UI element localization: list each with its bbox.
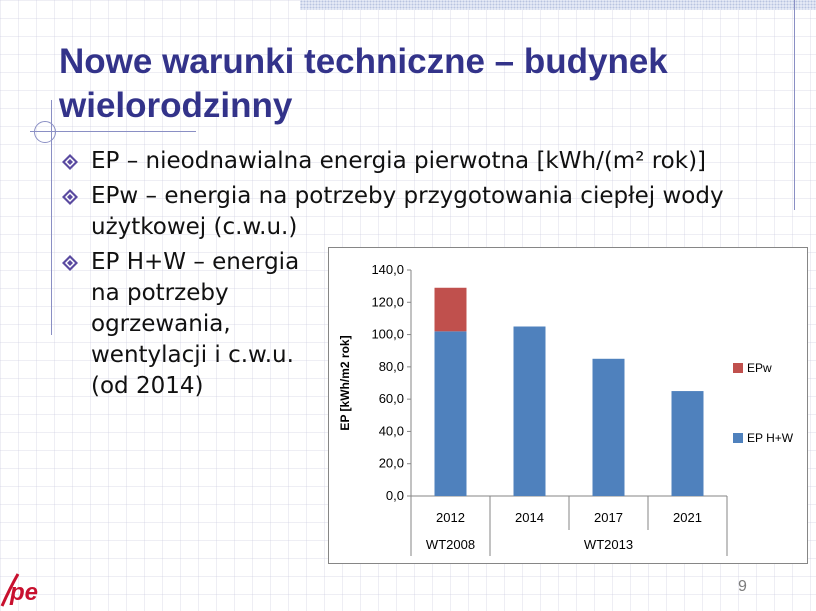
x-group-label: WT2008 (426, 537, 475, 552)
bullet-text: EPw – energia na potrzeby przygotowania … (91, 183, 724, 240)
bullet-epw: EPw – energia na potrzeby przygotowania … (60, 181, 790, 243)
legend-label: EPw (747, 361, 772, 375)
diamond-bullet-icon (62, 255, 78, 271)
decorative-vertical-line-right (794, 0, 795, 210)
diamond-bullet-icon (62, 189, 78, 205)
y-tick-label: 140,0 (371, 262, 404, 277)
decorative-dotted-band (300, 0, 816, 10)
bar-ep-h-w-2017 (592, 358, 625, 496)
bullet-list: EP – nieodnawialna energia pierwotna [kW… (60, 146, 790, 406)
logo-text: pe (9, 579, 38, 606)
slide-title: Nowe warunki techniczne – budynek wielor… (59, 42, 668, 125)
x-category-label: 2021 (673, 510, 702, 525)
bullet-ep: EP – nieodnawialna energia pierwotna [kW… (60, 146, 790, 177)
y-tick-label: 40,0 (379, 423, 404, 438)
bullet-text: EP H+W – energia na potrzeby ogrzewania,… (91, 249, 300, 399)
decorative-crosshair-circle (34, 121, 56, 143)
y-tick-label: 80,0 (379, 359, 404, 374)
y-tick-label: 60,0 (379, 391, 404, 406)
page-number: 9 (738, 578, 747, 595)
y-tick-label: 0,0 (386, 488, 404, 503)
company-logo: pe (0, 573, 38, 607)
y-tick-label: 120,0 (371, 294, 404, 309)
x-category-label: 2012 (436, 510, 465, 525)
bar-ep-h-w-2021 (671, 391, 704, 496)
bar-ep-h-w-2012 (434, 331, 467, 496)
bar-chart: 0,0 20,0 40,0 60,0 80,0 100,0 120,0 140,0 EP [kW… (338, 262, 794, 556)
legend-swatch-ep-h-w (733, 433, 743, 443)
bullet-ep-hw: EP H+W – energia na potrzeby ogrzewania,… (60, 247, 329, 402)
x-group-label: WT2013 (584, 537, 633, 552)
x-category-label: 2017 (594, 510, 623, 525)
y-axis-title: EP [kWh/m2 rok] (338, 335, 352, 430)
decorative-horizontal-line (30, 131, 196, 132)
legend-label: EP H+W (747, 431, 794, 445)
bar-epw-2012 (434, 287, 467, 332)
bar-ep-h-w-2014 (513, 326, 546, 496)
diamond-bullet-icon (62, 154, 78, 170)
y-tick-label: 20,0 (379, 456, 404, 471)
legend-swatch-epw (733, 363, 743, 373)
decorative-vertical-line-left (51, 100, 52, 335)
x-category-label: 2014 (515, 510, 544, 525)
chart-frame: 0,0 20,0 40,0 60,0 80,0 100,0 120,0 140,0 EP [kW… (328, 247, 808, 564)
y-tick-label: 100,0 (371, 327, 404, 342)
bullet-text: EP – nieodnawialna energia pierwotna [kW… (91, 148, 707, 174)
